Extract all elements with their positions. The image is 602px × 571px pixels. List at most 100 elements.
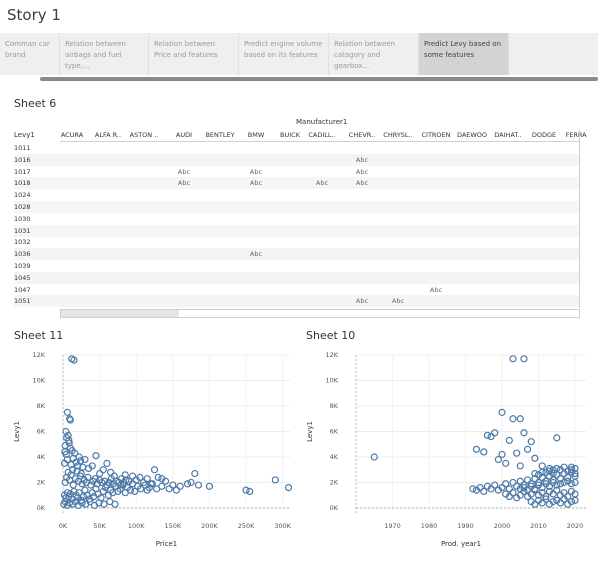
- data-point: [553, 481, 561, 489]
- data-point: [534, 478, 543, 487]
- data-point: [73, 467, 81, 475]
- data-point: [542, 492, 550, 501]
- data-point: [498, 484, 506, 492]
- x-tick-label: 2000: [494, 522, 511, 530]
- data-point: [494, 455, 502, 464]
- row-label: 1024: [14, 191, 31, 200]
- data-point: [136, 473, 144, 481]
- data-point: [480, 487, 488, 496]
- table-row: 1024: [14, 189, 580, 201]
- data-point: [509, 355, 517, 363]
- story-title: Story 1: [7, 6, 61, 24]
- data-point: [78, 480, 86, 488]
- data-point: [491, 429, 499, 437]
- story-point-3[interactable]: Predict engine volume based on its featu…: [239, 33, 329, 75]
- story-point-0[interactable]: Comman car brand: [0, 33, 60, 75]
- data-point: [553, 434, 561, 442]
- sheet6-title: Sheet 6: [14, 97, 57, 110]
- x-axis-title: Prod. year1: [441, 540, 481, 548]
- table-row: 1051 Abc Abc: [14, 295, 580, 308]
- data-point: [111, 500, 119, 508]
- x-tick-label: 250K: [238, 522, 255, 530]
- y-tick-label: 2K: [37, 479, 46, 487]
- data-point: [99, 487, 107, 496]
- x-tick-label: 0K: [59, 522, 68, 530]
- data-point: [498, 408, 506, 416]
- data-point: [483, 431, 492, 439]
- data-point: [509, 478, 517, 487]
- data-point: [63, 408, 71, 416]
- column-header: DAIHAT..: [494, 131, 522, 139]
- table-vertical-scrollbar[interactable]: [579, 130, 580, 308]
- x-tick-label: 150K: [165, 522, 182, 530]
- column-header: FERRA: [565, 131, 587, 139]
- data-point: [72, 458, 80, 466]
- data-point: [176, 482, 184, 490]
- data-point: [538, 468, 546, 476]
- data-point: [75, 489, 83, 497]
- row-label: 1031: [14, 226, 31, 235]
- column-header: ACURA: [60, 131, 84, 139]
- data-point: [516, 415, 524, 423]
- row-label: 1036: [14, 250, 31, 259]
- story-point-1[interactable]: Relation between airbags and fuel type,.…: [60, 33, 149, 75]
- data-point: [472, 445, 481, 453]
- x-tick-label: 1980: [421, 522, 438, 530]
- data-point: [154, 473, 162, 481]
- story-point-5[interactable]: Predict Levy based on some features: [419, 33, 509, 75]
- data-point: [76, 457, 85, 465]
- row-label: 1051: [14, 297, 31, 306]
- x-tick-label: 50K: [93, 522, 106, 530]
- table-cell: Abc: [177, 179, 191, 188]
- data-point: [105, 478, 113, 487]
- navigator-scrollbar[interactable]: [40, 77, 598, 81]
- data-point: [183, 480, 192, 488]
- x-tick-label: 200K: [201, 522, 218, 530]
- row-label: 1047: [14, 285, 31, 294]
- data-point: [505, 485, 513, 493]
- table-scroll-thumb[interactable]: [61, 310, 179, 317]
- column-header: CADILL..: [308, 131, 336, 139]
- data-point: [523, 445, 532, 453]
- data-point: [469, 485, 477, 493]
- data-point: [126, 486, 134, 494]
- y-tick-label: 10K: [32, 377, 45, 385]
- data-point: [531, 454, 539, 462]
- data-point: [246, 487, 254, 496]
- y-tick-label: 0K: [37, 504, 46, 512]
- data-point: [81, 455, 89, 464]
- y-tick-label: 12K: [325, 351, 338, 359]
- story-point-2[interactable]: Relation between Price and features: [149, 33, 239, 75]
- data-point: [476, 484, 484, 492]
- data-point: [502, 480, 510, 488]
- sheet6-table: Manufacturer1 Levy1 ACURA ALFA R.. ASTON .…: [14, 118, 587, 318]
- manufacturer-header: Manufacturer1: [296, 118, 348, 126]
- data-point: [549, 466, 557, 474]
- data-point: [567, 468, 575, 476]
- data-point: [567, 480, 575, 488]
- data-point: [509, 489, 517, 497]
- y-tick-label: 12K: [32, 351, 45, 359]
- table-row: 1016 Abc: [14, 153, 580, 166]
- table-row: 1031: [14, 224, 580, 237]
- data-point: [187, 478, 195, 487]
- table-cell: Abc: [249, 250, 263, 259]
- data-point: [86, 498, 94, 506]
- data-point: [531, 500, 539, 508]
- data-point: [194, 481, 203, 489]
- data-point: [61, 498, 69, 506]
- row-label: 1018: [14, 179, 31, 188]
- data-point: [143, 475, 151, 483]
- data-point: [101, 477, 109, 485]
- x-tick-label: 2010: [530, 522, 547, 530]
- data-point: [556, 475, 565, 483]
- data-point: [553, 486, 561, 494]
- table-horizontal-scrollbar[interactable]: [60, 309, 580, 318]
- data-point: [513, 449, 521, 457]
- data-point: [523, 486, 532, 494]
- data-point: [99, 466, 107, 474]
- story-point-4[interactable]: Relation between catagory and gearbox...: [329, 33, 419, 75]
- data-point: [96, 469, 104, 478]
- data-point: [498, 450, 506, 459]
- data-point: [531, 485, 539, 493]
